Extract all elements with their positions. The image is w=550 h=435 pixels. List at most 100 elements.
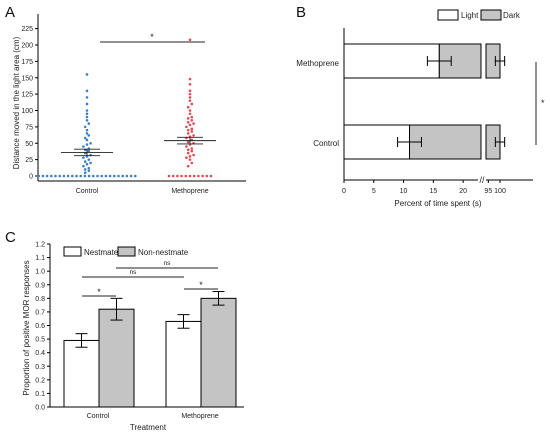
panel-a-point (79, 174, 82, 178)
panel-c-ylabel: Proportion of positive MOR responses (22, 260, 31, 395)
panel-a-point (188, 158, 192, 161)
panel-a-point (66, 174, 70, 178)
panel-a-point (129, 174, 133, 178)
panel-a-y-tick-label: 175 (21, 59, 33, 66)
panel-a-sig-star: * (150, 32, 154, 42)
panel-a-point (82, 145, 85, 148)
panel-a-points (37, 38, 213, 178)
panel-a-point (85, 96, 89, 99)
panel-a-point (192, 134, 195, 137)
panel-b-x-tick-label: 10 (400, 188, 408, 195)
panel-a-point (37, 174, 40, 178)
panel-a-point (89, 141, 92, 145)
legend-nestmate-label: Nestmate (84, 248, 119, 257)
panel-a-point (185, 125, 188, 129)
legend-dark-label: Dark (503, 11, 521, 20)
panel-b-x-tick-label: 100 (494, 188, 506, 195)
panel-a-point (82, 156, 85, 159)
panel-a-point (186, 117, 190, 120)
axis-break-mark: // (479, 175, 485, 185)
panel-b-sig-star: * (541, 98, 545, 108)
panel-c-tick-control: Control (87, 413, 110, 420)
panel-c-y-tick-label: 1.0 (35, 269, 45, 276)
panel-a-point (185, 156, 188, 159)
legend-light-swatch (437, 9, 459, 21)
panel-c-y-tick-label: 0.7 (35, 309, 45, 316)
panel-a-point (87, 166, 91, 170)
panel-a-point (121, 174, 124, 178)
panel-a-point (117, 174, 120, 178)
panel-c-y-ticks: 0.0 0.1 0.2 0.3 0.4 0.5 0.6 0.7 0.8 0.9 1.0 1.1 1.2 (35, 242, 50, 412)
panel-c-y-tick-label: 1.1 (35, 255, 45, 262)
panel-a-point (108, 174, 112, 178)
panel-a-point (85, 89, 89, 93)
panel-a-point (190, 130, 194, 133)
panel-a-point (188, 123, 192, 127)
panel-a-point (186, 151, 190, 155)
panel-a-point (186, 120, 190, 124)
panel-a-point (85, 119, 89, 122)
panel-a: A Distance moved in the light area (cm) … (5, 4, 246, 195)
panel-b: B Light Dark // Methoprene Control 0 5 10 1… (296, 4, 545, 208)
panel-a-point (197, 174, 200, 178)
panel-a-point (188, 77, 192, 81)
panel-a-point (85, 109, 89, 112)
panel-c-y-tick-label: 0.6 (35, 323, 45, 330)
panel-a-point (71, 174, 74, 178)
panel-a-point (185, 145, 188, 148)
panel-a-point (188, 96, 192, 99)
panel-c-y-tick-label: 0.2 (35, 377, 45, 384)
panel-a-point (113, 174, 116, 178)
panel-a-point (186, 105, 190, 109)
panel-a-point (87, 149, 91, 153)
panel-a-y-tick-label: 200 (21, 43, 33, 50)
panel-a-y-tick-label: 225 (21, 26, 33, 33)
panel-a-point (85, 138, 89, 142)
panel-c-y-tick-label: 0.8 (35, 296, 45, 303)
panel-b-light-bar (343, 43, 440, 79)
panel-b-bars (343, 43, 506, 160)
panel-c-bars (63, 291, 237, 408)
panel-a-point (186, 132, 190, 135)
panel-a-y-tick-label: 0 (29, 174, 33, 181)
panel-a-point (54, 174, 57, 178)
panel-c-letter: C (5, 229, 16, 246)
panel-a-point (92, 174, 95, 178)
panel-a-point (190, 115, 194, 119)
panel-b-x-tick-label: 5 (372, 188, 376, 195)
panel-a-point (188, 109, 192, 112)
panel-b-x-tick-label: 15 (429, 188, 437, 195)
panel-a-point (83, 160, 87, 163)
panel-a-point (188, 83, 192, 86)
panel-a-point (190, 149, 194, 153)
panel-a-point (167, 174, 171, 178)
panel-a-y-tick-label: 75 (25, 124, 33, 131)
panel-a-point (209, 174, 213, 178)
panel-a-point (188, 174, 192, 178)
panel-a-point (134, 174, 137, 178)
panel-a-point (180, 174, 183, 178)
panel-c-tick-methoprene: Methoprene (181, 413, 218, 420)
panel-a-point (190, 119, 194, 122)
panel-a-point (62, 174, 66, 178)
panel-a-point (186, 140, 190, 144)
panel-a-y-tick-label: 50 (25, 141, 33, 148)
panel-a-point (188, 99, 192, 102)
panel-b-x-tick-label: 20 (459, 188, 467, 195)
panel-c-y-tick-label: 0.4 (35, 350, 45, 357)
panel-a-point (83, 125, 87, 129)
panel-a-point (188, 38, 192, 42)
panel-a-point (190, 102, 194, 106)
panel-a-point (188, 112, 192, 116)
panel-a-point (87, 122, 91, 125)
legend-light-label: Light (461, 11, 479, 20)
panel-a-point (188, 155, 192, 158)
panel-a-point (192, 174, 196, 178)
panel-a-point (87, 134, 91, 137)
panel-c-y-tick-label: 0.0 (35, 405, 45, 412)
panel-a-point (190, 161, 194, 165)
panel-a-point (171, 174, 175, 178)
panel-c-y-tick-label: 1.2 (35, 242, 45, 249)
panel-a-point (186, 164, 190, 168)
panel-a-point (41, 174, 45, 178)
